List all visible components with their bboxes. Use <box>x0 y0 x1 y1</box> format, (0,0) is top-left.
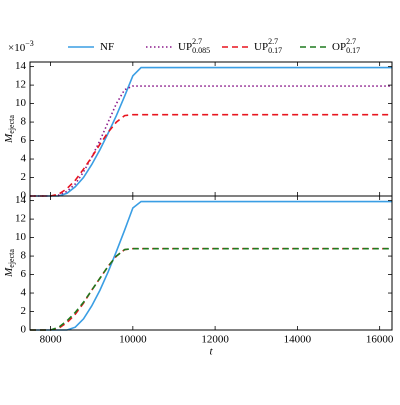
legend-name: NF <box>100 41 114 53</box>
axes-frame <box>29 195 393 331</box>
legend-label: NF <box>100 41 114 53</box>
series-line <box>30 200 392 331</box>
y-tick-label: 12 <box>15 213 26 225</box>
y-tick-label: 10 <box>15 97 27 109</box>
y-label-sub: ejecta <box>7 115 16 134</box>
series-line <box>30 66 392 197</box>
offset-sup: −3 <box>25 39 34 48</box>
x-tick-label: 8000 <box>40 334 63 346</box>
legend-sub: 0.085 <box>192 46 210 55</box>
series-line <box>30 247 392 331</box>
legend-label: UP2.7 0.085 <box>178 37 210 55</box>
offset-main: ×10 <box>8 42 26 54</box>
x-tick-label: 14000 <box>284 334 312 346</box>
y-tick-label: 6 <box>21 134 27 146</box>
series-line <box>30 85 392 197</box>
x-tick-label: 10000 <box>119 334 147 346</box>
y-tick-label: 0 <box>21 190 27 202</box>
y-tick-label: 8 <box>21 116 27 128</box>
x-tick-label: 16000 <box>366 334 394 346</box>
y-tick-label: 4 <box>21 287 27 299</box>
legend-sup: 2.7 <box>192 37 202 46</box>
legend-sub: 0.17 <box>346 46 360 55</box>
y-tick-label: 12 <box>15 79 26 91</box>
y-tick-label: 4 <box>21 153 27 165</box>
x-axis-label: t <box>209 346 213 358</box>
y-tick-label: 2 <box>21 171 27 183</box>
legend-sub: 0.17 <box>268 46 282 55</box>
legend-label: UP2.7 0.17 <box>254 37 282 55</box>
y-axis-label: Mejecta <box>3 115 16 144</box>
x-tick-label: 12000 <box>201 334 229 346</box>
legend-name: UP <box>178 41 192 53</box>
y-tick-label: 14 <box>15 194 27 206</box>
y-label-main: M <box>3 267 15 278</box>
legend-sup: 2.7 <box>346 37 356 46</box>
y-tick-label: 8 <box>21 250 27 262</box>
y-axis-label: Mejecta <box>3 249 16 278</box>
y-label-main: M <box>3 133 15 144</box>
y-tick-label: 10 <box>15 231 27 243</box>
series-line <box>30 113 392 197</box>
y-tick-label: 0 <box>21 324 27 336</box>
offset-label: ×10−3 <box>8 39 34 54</box>
y-tick-label: 14 <box>15 60 27 72</box>
y-label-sub: ejecta <box>7 249 16 268</box>
legend-name: UP <box>254 41 268 53</box>
legend-name: OP <box>332 41 346 53</box>
legend-sup: 2.7 <box>268 37 278 46</box>
legend-label: OP2.7 0.17 <box>332 37 360 55</box>
y-tick-label: 2 <box>21 305 27 317</box>
y-tick-label: 6 <box>21 268 27 280</box>
